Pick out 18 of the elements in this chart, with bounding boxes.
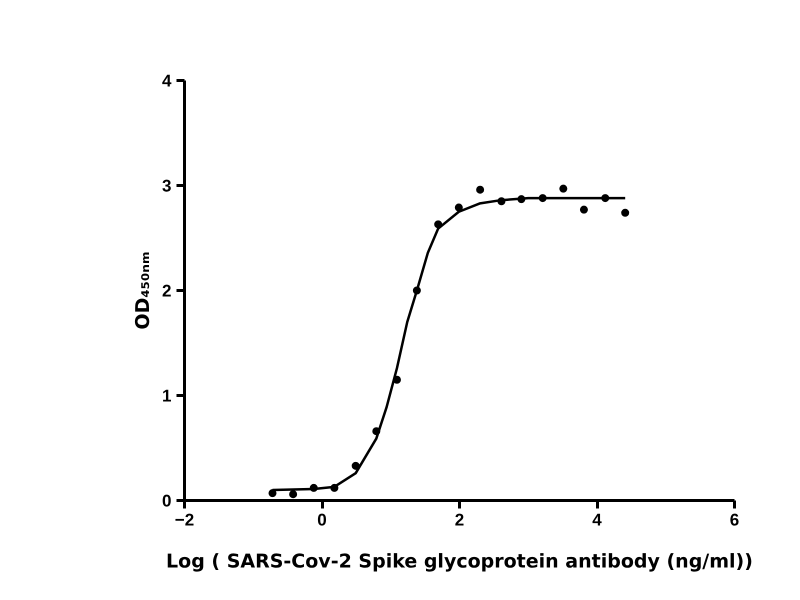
- x-tick-label: 2: [454, 510, 464, 530]
- x-tick-label: 6: [730, 510, 740, 530]
- y-tick-label: 2: [162, 282, 172, 300]
- x-axis-title: Log ( SARS-Cov-2 Spike glycoprotein antibody (ng/ml)): [166, 550, 753, 572]
- point: [289, 490, 298, 498]
- y-tick-label: 3: [162, 176, 172, 196]
- y-axis-title: OD₄₅₀ₙₘ: [132, 251, 154, 330]
- point: [559, 184, 568, 193]
- y-tick-label: 4: [162, 72, 172, 90]
- x-tick-label: −2: [174, 510, 194, 530]
- point: [580, 206, 588, 214]
- y-tick-label: 1: [162, 386, 172, 406]
- point: [476, 186, 484, 194]
- x-tick-label: 0: [317, 510, 327, 530]
- point: [621, 208, 630, 217]
- x-tick-label: 4: [592, 510, 602, 530]
- y-tick-label: 0: [162, 492, 172, 510]
- point: [268, 489, 276, 498]
